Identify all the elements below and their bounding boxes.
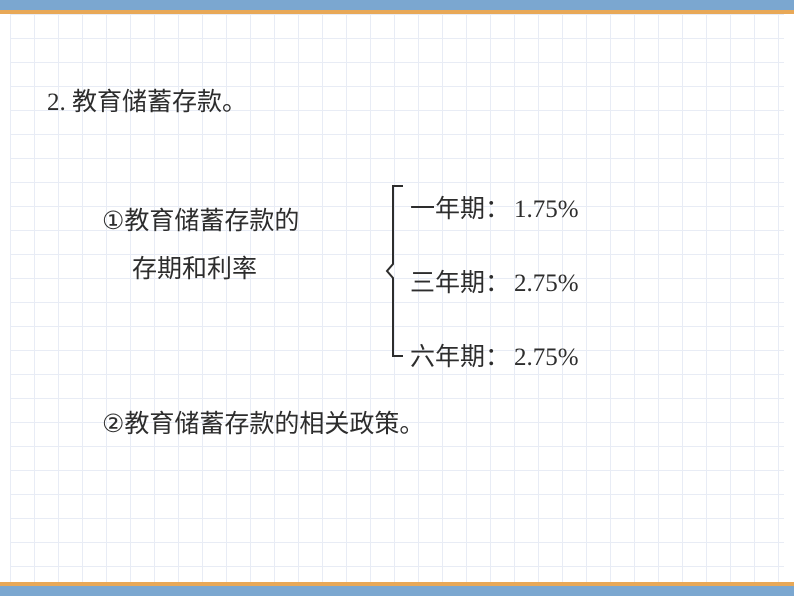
content-area: 2. 教育储蓄存款。 ①教育储蓄存款的 存期和利率 一年期：1.75% 三年期：…: [10, 14, 784, 582]
section-number: 2.: [47, 89, 66, 116]
rates-list: 一年期：1.75% 三年期：2.75% 六年期：2.75%: [410, 189, 579, 411]
rate-label-1year: 一年期：: [410, 196, 510, 223]
border-bottom-blue: [0, 586, 794, 596]
bracket-path: [387, 186, 403, 356]
rate-item-1year: 一年期：1.75%: [410, 189, 579, 225]
rate-item-6year: 六年期：2.75%: [410, 337, 579, 373]
border-top-blue: [0, 0, 794, 10]
subsection-one-marker: ①: [102, 208, 124, 235]
section-title: 2. 教育储蓄存款。: [47, 82, 247, 118]
subsection-one-text1: 教育储蓄存款的: [124, 208, 299, 235]
rate-item-3year: 三年期：2.75%: [410, 263, 579, 299]
section-title-text: 教育储蓄存款。: [72, 89, 247, 116]
subsection-two-marker: ②: [102, 411, 124, 438]
subsection-two: ②教育储蓄存款的相关政策。: [102, 404, 424, 440]
rate-value-6year: 2.75%: [514, 344, 579, 371]
bracket-brace: [385, 184, 405, 359]
subsection-two-text: 教育储蓄存款的相关政策。: [124, 411, 424, 438]
rate-label-3year: 三年期：: [410, 270, 510, 297]
subsection-one: ①教育储蓄存款的 存期和利率: [102, 198, 299, 293]
rate-value-1year: 1.75%: [514, 196, 579, 223]
rate-value-3year: 2.75%: [514, 270, 579, 297]
subsection-one-line2: 存期和利率: [102, 246, 299, 294]
rate-label-6year: 六年期：: [410, 344, 510, 371]
slide-page: 2. 教育储蓄存款。 ①教育储蓄存款的 存期和利率 一年期：1.75% 三年期：…: [0, 0, 794, 596]
subsection-one-line1: ①教育储蓄存款的: [102, 198, 299, 246]
